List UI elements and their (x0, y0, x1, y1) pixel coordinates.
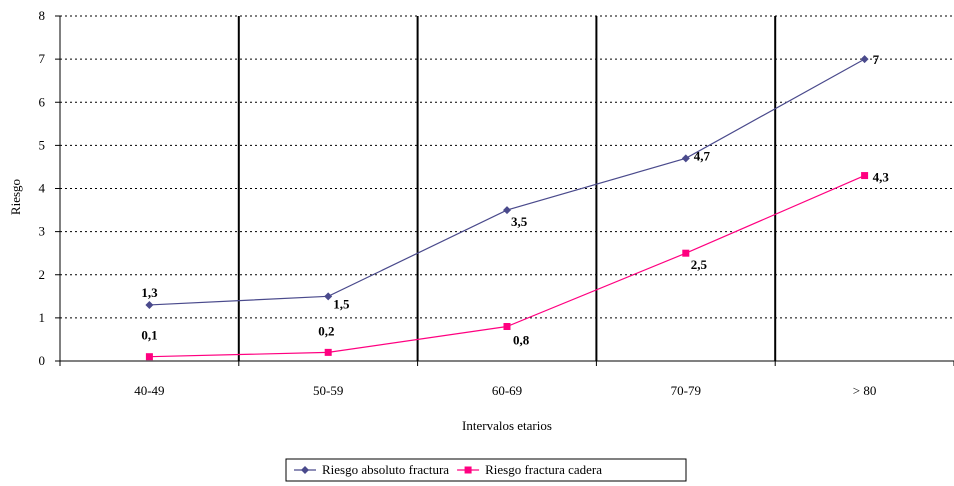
data-point-marker (324, 292, 333, 301)
gridlines (60, 15, 954, 319)
category-separators (237, 16, 777, 361)
legend-marker (301, 466, 309, 474)
data-label: 3,5 (511, 214, 528, 229)
data-point-marker (503, 206, 511, 215)
data-label: 7 (873, 52, 880, 67)
x-axis-title: Intervalos etarios (462, 418, 552, 433)
data-point-marker (145, 300, 154, 309)
x-tick-label: 60-69 (492, 383, 522, 398)
data-label: 0,1 (141, 328, 157, 343)
y-tick-label: 2 (39, 267, 46, 282)
data-labels: 1,3 1,5 3,5 4,7 7 0,1 0,2 0,8 2,5 4,3 (141, 52, 889, 347)
series-group (145, 55, 869, 361)
data-point-marker (861, 172, 869, 180)
legend-marker (464, 466, 472, 474)
data-point-marker (145, 353, 153, 361)
data-point-marker (860, 55, 869, 64)
legend-box (285, 458, 687, 482)
data-label: 1,3 (141, 285, 158, 300)
y-tick-labels: 0 1 2 3 4 5 6 7 8 (39, 8, 46, 368)
data-label: 1,5 (333, 296, 350, 311)
legend: Riesgo absoluto fractura Riesgo fractura … (285, 458, 687, 482)
x-tick-label: 40-49 (134, 383, 164, 398)
y-tick-label: 6 (39, 94, 46, 109)
series-line (149, 58, 865, 306)
data-label: 4,7 (694, 148, 711, 163)
x-tick-label: 50-59 (313, 383, 343, 398)
data-point-marker (503, 323, 511, 330)
legend-label: Riesgo absoluto fractura (322, 462, 449, 477)
x-tick-label: > 80 (853, 383, 877, 398)
data-label: 2,5 (691, 257, 708, 272)
y-tick-label: 8 (39, 8, 46, 23)
y-tick-label: 0 (39, 353, 46, 368)
legend-label: Riesgo fractura cadera (485, 462, 602, 477)
data-point-marker (681, 154, 690, 163)
y-tick-label: 7 (39, 51, 46, 66)
data-label: 0,8 (513, 333, 530, 348)
x-tick-label: 70-79 (671, 383, 701, 398)
y-axis-title: Riesgo (8, 179, 23, 215)
y-tick-label: 1 (39, 310, 46, 325)
data-label: 4,3 (873, 170, 890, 185)
data-point-marker (682, 249, 690, 257)
data-point-marker (324, 348, 332, 356)
y-tick-label: 4 (39, 181, 46, 196)
x-tick-labels: 40-49 50-59 60-69 70-79 > 80 (134, 383, 876, 398)
y-tick-label: 5 (39, 137, 46, 152)
y-tick-label: 3 (39, 224, 46, 239)
data-label: 0,2 (318, 323, 334, 338)
axes (55, 15, 954, 366)
